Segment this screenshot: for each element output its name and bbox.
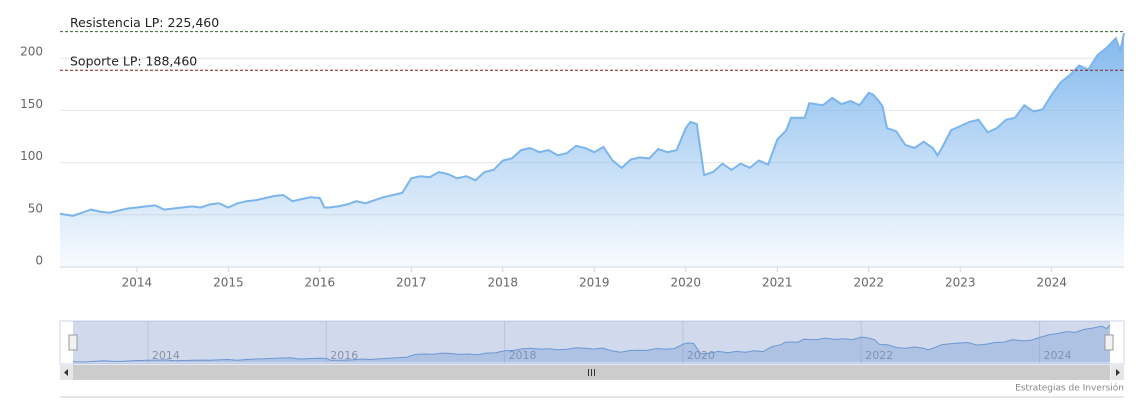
x-tick-label: 2024 bbox=[1036, 276, 1067, 290]
scrollbar-grip bbox=[588, 369, 595, 376]
navigator-line bbox=[72, 324, 1111, 363]
navigator-tick-label: 2020 bbox=[687, 349, 715, 362]
arrow-left bbox=[64, 369, 68, 376]
navigator-area bbox=[73, 325, 1110, 362]
x-tick-label: 2022 bbox=[853, 276, 884, 290]
navigator-frame bbox=[59, 320, 1125, 365]
plot-line-label: Resistencia LP: 225,460 bbox=[70, 15, 219, 30]
y-tick-label: 200 bbox=[20, 45, 43, 59]
navigator-handle[interactable] bbox=[1104, 334, 1114, 351]
x-tick-label: 2020 bbox=[671, 276, 702, 290]
navigator-tick-label: 2022 bbox=[865, 349, 893, 362]
y-tick-label: 100 bbox=[20, 149, 43, 163]
navigator-handle[interactable] bbox=[68, 334, 78, 351]
x-tick-label: 2016 bbox=[305, 276, 336, 290]
y-tick-label: 150 bbox=[20, 97, 43, 111]
navigator-mask[interactable] bbox=[73, 321, 1110, 364]
x-tick-label: 2018 bbox=[488, 276, 519, 290]
x-tick-label: 2023 bbox=[945, 276, 976, 290]
navigator-tick-label: 2024 bbox=[1044, 349, 1072, 362]
x-tick-label: 2014 bbox=[122, 276, 153, 290]
y-tick-label: 0 bbox=[35, 254, 43, 268]
navigator: 2014 2016 2018 2020 2022 2024 bbox=[72, 321, 1111, 364]
series-line bbox=[59, 32, 1125, 217]
navigator-tick-label: 2016 bbox=[330, 349, 358, 362]
x-tick-label: 2017 bbox=[396, 276, 427, 290]
y-tick-label: 50 bbox=[28, 201, 43, 215]
x-tick-label: 2015 bbox=[213, 276, 244, 290]
arrow-right bbox=[1116, 369, 1120, 376]
area-fill bbox=[60, 33, 1124, 267]
x-tick-label: 2019 bbox=[579, 276, 610, 290]
x-tick-label: 2021 bbox=[762, 276, 793, 290]
credit: Estrategias de Inversión bbox=[1015, 383, 1124, 394]
navigator-tick-label: 2014 bbox=[152, 349, 180, 362]
navigator-tick-label: 2018 bbox=[509, 349, 537, 362]
plot-line-label: Soporte LP: 188,460 bbox=[70, 54, 197, 69]
